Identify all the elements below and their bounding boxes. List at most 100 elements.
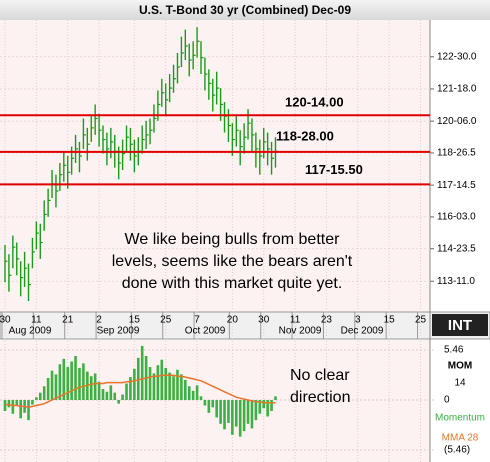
momentum-bar	[27, 400, 30, 421]
momentum-bar	[42, 386, 46, 400]
mma-line	[5, 374, 276, 409]
momentum-bar	[101, 389, 105, 400]
momentum-panel	[0, 340, 430, 462]
momentum-bar	[78, 367, 81, 400]
x-tick-label: 15	[384, 315, 396, 326]
momentum-bar	[160, 359, 164, 400]
month-label: Aug 2009	[9, 326, 52, 337]
momentum-bar	[58, 364, 62, 400]
momentum-bar	[3, 400, 7, 411]
momentum-bar	[50, 370, 54, 400]
momentum-bar	[254, 400, 258, 421]
momentum-bar	[62, 358, 66, 400]
momentum-bar	[195, 385, 199, 400]
annotation: No clear	[290, 367, 350, 384]
momentum-bar	[70, 361, 73, 400]
momentum-bar	[207, 400, 211, 413]
x-tick-label: 25	[415, 315, 427, 326]
y-tick-label: 117-14.5	[437, 180, 476, 191]
momentum-bar	[227, 400, 230, 423]
momentum-bar	[38, 392, 42, 400]
momentum-bar	[187, 386, 191, 400]
x-tick-label: 25	[160, 315, 172, 326]
momentum-bar	[136, 357, 140, 400]
momentum-bar	[246, 400, 250, 424]
level-label: 118-28.00	[276, 128, 334, 143]
momentum-bar	[113, 392, 117, 400]
momentum-bar	[31, 400, 34, 405]
momentum-bar	[156, 365, 160, 400]
momentum-bar	[35, 397, 38, 400]
momentum-bar	[274, 396, 277, 400]
momentum-bar	[211, 400, 215, 408]
x-tick-label: 30	[258, 315, 270, 326]
momentum-bar	[46, 378, 50, 400]
month-label: Sep 2009	[97, 326, 140, 337]
indicator-name: MOM	[448, 361, 472, 372]
momentum-bar	[148, 367, 152, 400]
month-label: Dec 2009	[341, 326, 384, 337]
x-tick-label: 2	[96, 315, 102, 326]
momentum-bar	[172, 376, 175, 400]
y-tick-label: 114-23.5	[437, 243, 476, 254]
momentum-bar	[74, 356, 77, 400]
logo: INT	[448, 317, 472, 334]
momentum-bar	[152, 373, 156, 400]
momentum-bar	[231, 400, 234, 435]
momentum-bar	[133, 368, 136, 400]
momentum-bar	[250, 400, 254, 429]
y-tick-label: 121-18.0	[437, 84, 477, 95]
momentum-bar	[203, 400, 207, 406]
annotation: direction	[290, 389, 350, 406]
momentum-bar	[125, 383, 128, 400]
momentum-bar	[168, 372, 171, 400]
indicator-period: 14	[454, 378, 466, 389]
momentum-bar	[109, 385, 113, 400]
marks	[0, 27, 430, 437]
momentum-bar	[11, 400, 15, 414]
momentum-bar	[238, 400, 242, 437]
momentum-bar	[266, 400, 269, 417]
y-tick-label: 120-06.0	[437, 116, 477, 127]
momentum-bar	[242, 400, 246, 432]
momentum-bar	[270, 400, 273, 411]
date-axis-panel	[0, 311, 490, 340]
momentum-bar	[234, 400, 238, 427]
x-tick-label: 11	[31, 315, 42, 326]
momentum-bar	[215, 400, 218, 418]
momentum-bar	[82, 363, 85, 400]
x-tick-label: 3	[355, 315, 361, 326]
month-label: Nov 2009	[279, 326, 322, 337]
momentum-bar	[140, 345, 144, 400]
legend-entry: MMA 28	[442, 433, 479, 444]
x-tick-label: 20	[227, 315, 239, 326]
x-tick-label: 15	[129, 315, 141, 326]
momentum-bar	[223, 400, 226, 430]
y-tick-label: (5.46)	[444, 445, 470, 456]
momentum-bar	[191, 390, 195, 400]
x-tick-label: 30	[0, 315, 11, 326]
y-tick-label: 118-26.5	[437, 148, 476, 159]
y-tick-label: 116-03.0	[437, 212, 476, 223]
y-tick-label: 113-11.0	[437, 276, 475, 287]
level-label: 120-14.00	[285, 95, 344, 110]
momentum-bar	[180, 374, 183, 400]
month-label: Oct 2009	[185, 326, 226, 337]
momentum-bar	[15, 400, 19, 406]
logo-box	[432, 314, 488, 336]
momentum-bar	[19, 400, 22, 419]
chart-title: U.S. T-Bond 30 yr (Combined) Dec-09	[139, 3, 351, 17]
annotation: We like being bulls from better	[125, 231, 341, 248]
momentum-bar	[105, 391, 109, 400]
x-tick-label: 21	[62, 315, 74, 326]
momentum-bar	[219, 400, 222, 424]
annotation: done with this market quite yet.	[122, 275, 343, 292]
legend-entry: Momentum	[435, 413, 485, 424]
momentum-bar	[129, 377, 132, 400]
momentum-bar	[164, 367, 168, 400]
momentum-bar	[54, 374, 58, 400]
title-bar	[0, 0, 490, 20]
y-tick-label: 122-30.0	[437, 51, 477, 62]
